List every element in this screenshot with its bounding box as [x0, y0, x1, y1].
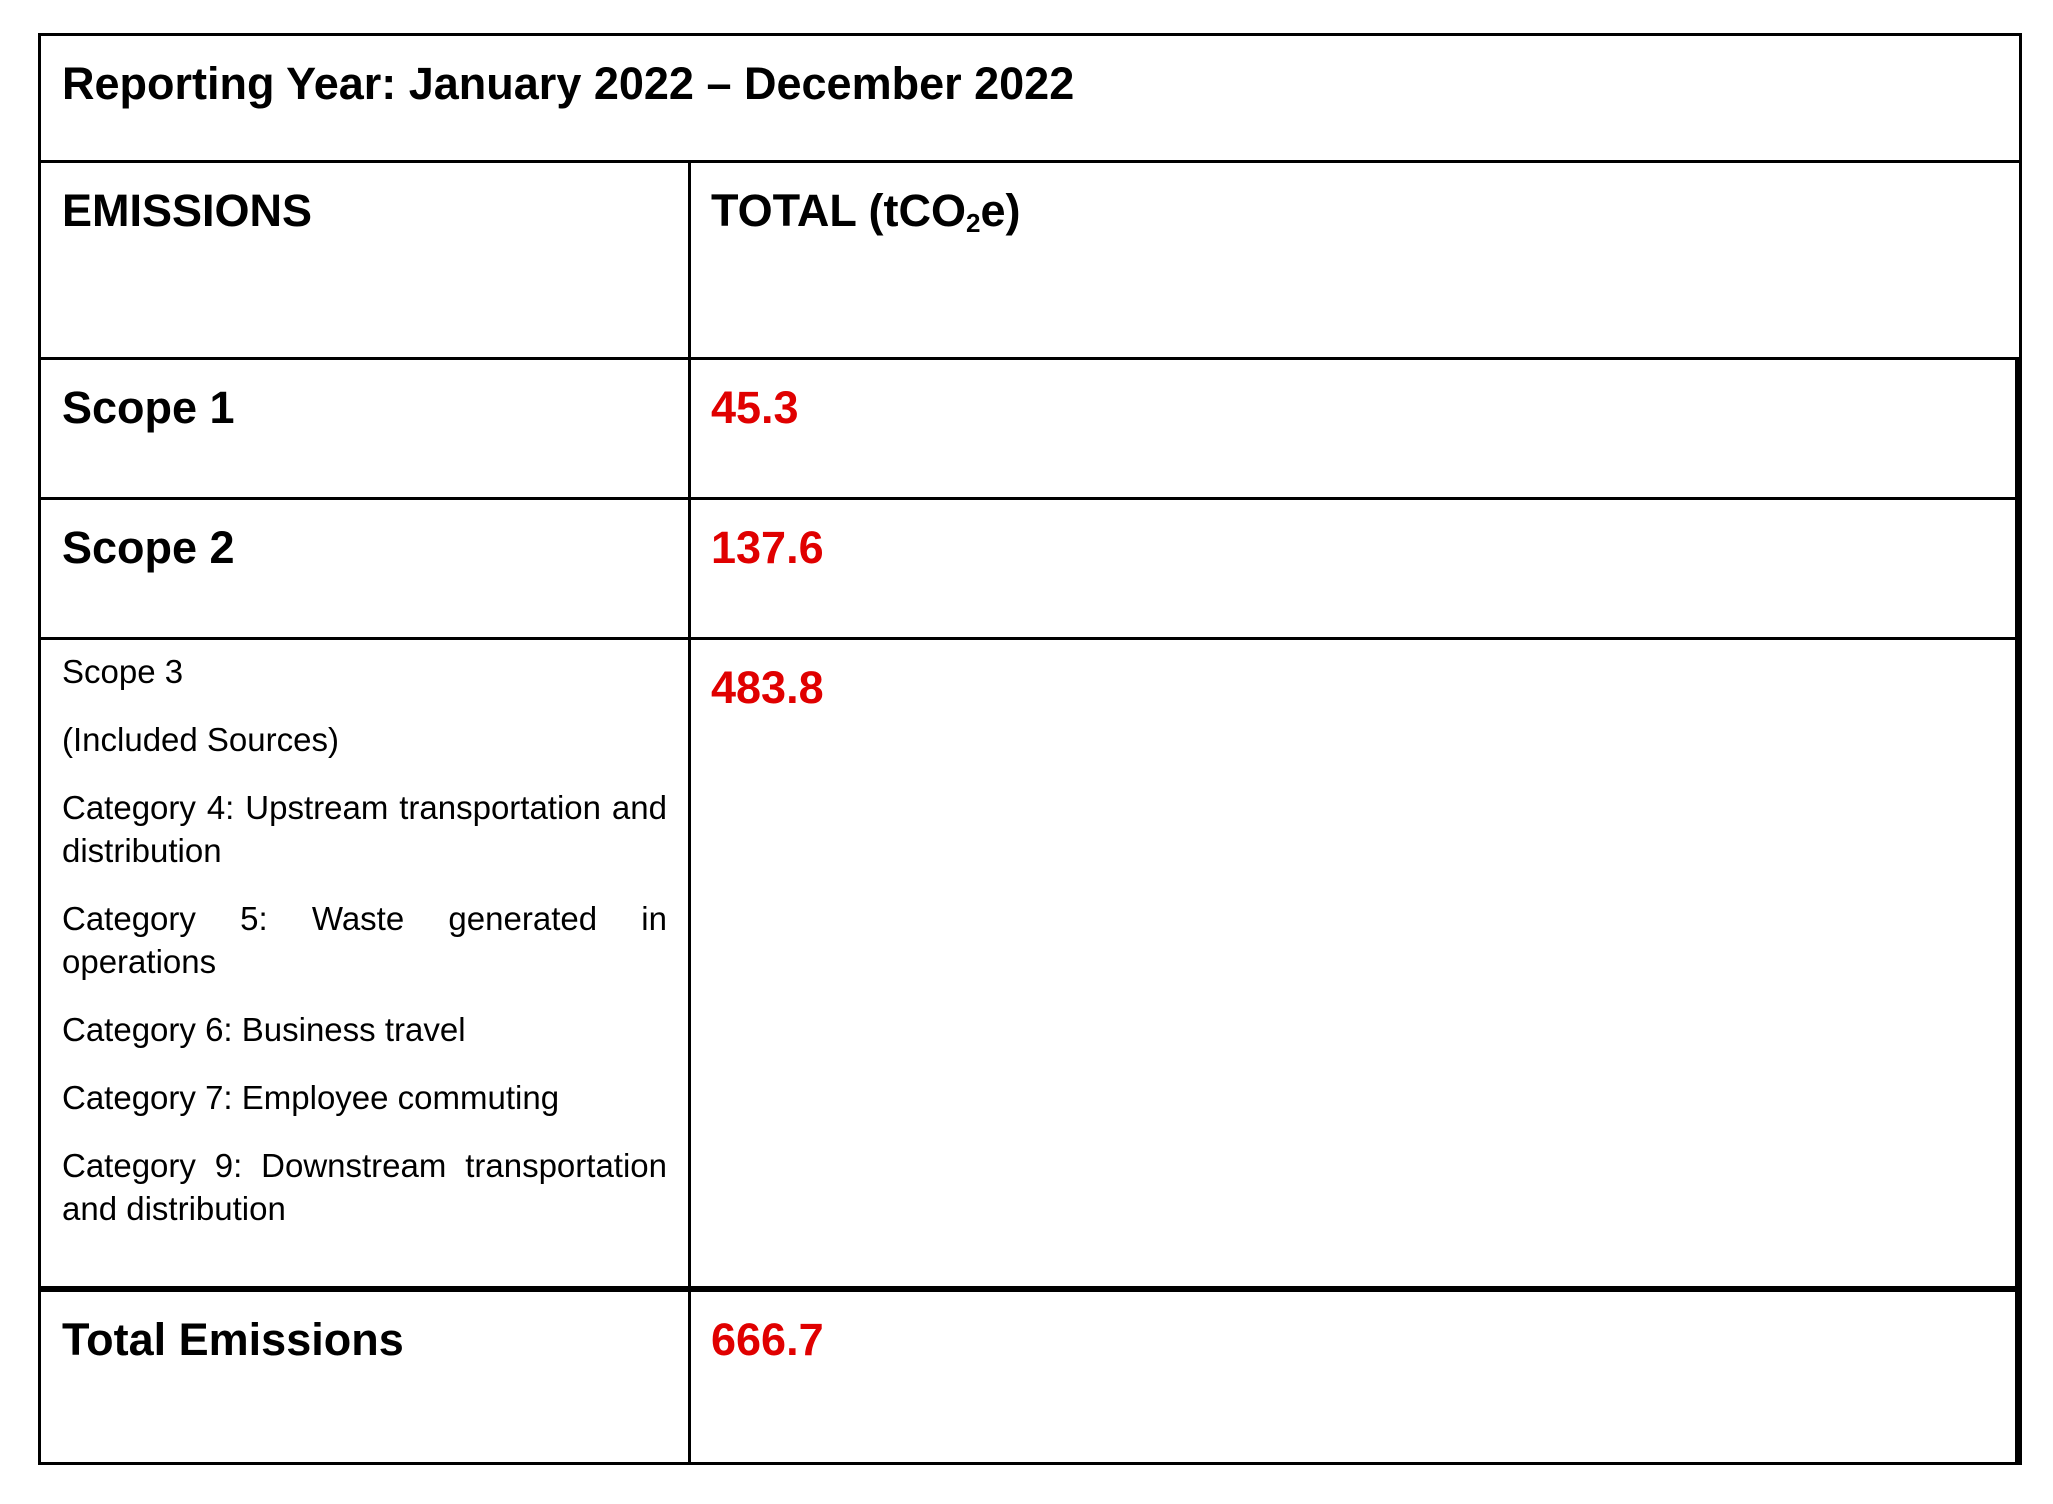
total-header-subscript: 2: [965, 208, 981, 238]
scope-3-category-7: Category 7: Employee commuting: [62, 1079, 560, 1116]
scope-2-label-cell: Scope 2: [41, 500, 691, 637]
scope-3-category-9: Category 9: Downstream transportation an…: [62, 1147, 667, 1227]
scope-2-row: Scope 2 137.6: [41, 500, 2019, 640]
reporting-year-title: Reporting Year: January 2022 – December …: [41, 36, 2019, 163]
header-row: EMISSIONS TOTAL (tCO2e): [41, 163, 2019, 360]
total-header-suffix: e): [980, 185, 1021, 236]
scope-2-value: 137.6: [711, 522, 824, 573]
total-header-prefix: TOTAL (tCO: [711, 185, 966, 236]
scope-1-label-cell: Scope 1: [41, 360, 691, 497]
scope-3-category-6: Category 6: Business travel: [62, 1011, 466, 1048]
total-header-cell: TOTAL (tCO2e): [691, 163, 2019, 357]
scope-3-label-cell: Scope 3 (Included Sources) Category 4: U…: [41, 640, 691, 1286]
scope-3-category-5: Category 5: Waste generated in operation…: [62, 900, 667, 980]
scope-3-category-4: Category 4: Upstream transportation and …: [62, 789, 667, 869]
emissions-table: Reporting Year: January 2022 – December …: [38, 33, 2022, 1465]
scope-3-label: Scope 3: [62, 653, 184, 690]
scope-3-row: Scope 3 (Included Sources) Category 4: U…: [41, 640, 2019, 1292]
scope-1-value: 45.3: [711, 382, 799, 433]
total-emissions-label: Total Emissions: [62, 1314, 404, 1365]
scope-1-value-cell: 45.3: [691, 360, 2019, 497]
total-row: Total Emissions 666.7: [41, 1292, 2019, 1462]
scope-3-value-cell: 483.8: [691, 640, 2019, 1286]
total-emissions-value: 666.7: [711, 1314, 824, 1365]
scope-2-value-cell: 137.6: [691, 500, 2019, 637]
scope-1-label: Scope 1: [62, 382, 235, 433]
scope-3-value: 483.8: [711, 662, 824, 713]
emissions-header: EMISSIONS: [62, 185, 313, 236]
total-value-cell: 666.7: [691, 1292, 2019, 1462]
total-label-cell: Total Emissions: [41, 1292, 691, 1462]
scope-1-row: Scope 1 45.3: [41, 360, 2019, 500]
scope-3-note: (Included Sources): [62, 721, 339, 758]
scope-2-label: Scope 2: [62, 522, 235, 573]
total-header: TOTAL (tCO2e): [711, 185, 1021, 238]
emissions-header-cell: EMISSIONS: [41, 163, 691, 357]
